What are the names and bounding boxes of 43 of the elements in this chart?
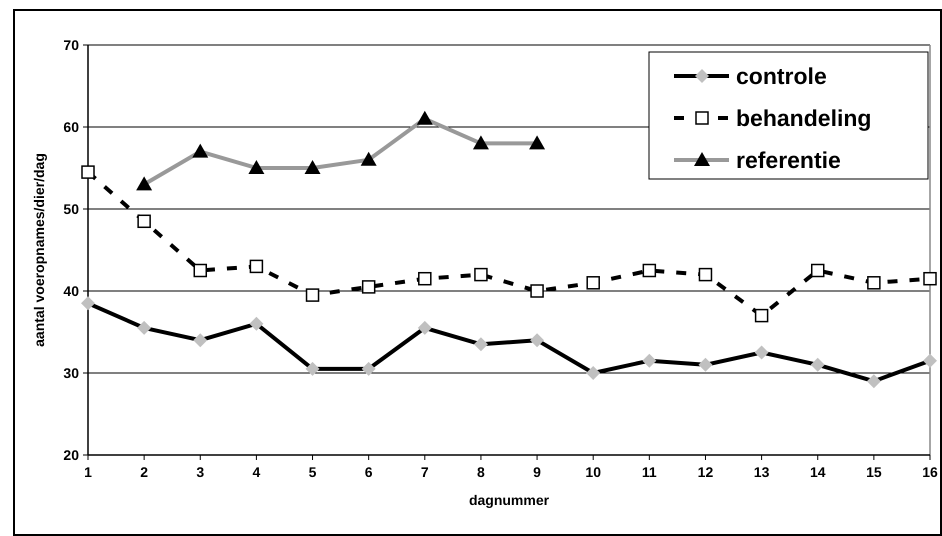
x-tick-label: 4 (252, 464, 260, 480)
x-tick-label: 13 (754, 464, 770, 480)
x-tick-label: 10 (585, 464, 602, 480)
point (642, 264, 656, 278)
y-tick-label: 30 (63, 364, 80, 381)
y-axis-title: aantal voeropnames/dier/dag (31, 153, 47, 347)
x-tick-label: 14 (810, 464, 826, 480)
legend-label: referentie (736, 147, 841, 174)
point (250, 260, 264, 274)
point (530, 284, 544, 298)
x-tick-label: 12 (698, 464, 714, 480)
x-axis-title: dagnummer (468, 492, 550, 508)
x-tick-label: 6 (364, 464, 373, 480)
x-tick-label: 11 (642, 464, 657, 480)
x-tick-label: 9 (533, 464, 542, 480)
point (698, 268, 712, 282)
y-tick-label: 40 (63, 282, 80, 299)
x-tick-label: 16 (922, 464, 938, 480)
x-tick-label: 2 (140, 464, 148, 480)
point (810, 264, 824, 278)
point (754, 308, 768, 322)
point (362, 280, 376, 294)
x-tick-label: 5 (308, 464, 317, 480)
point (923, 272, 937, 286)
point (867, 276, 881, 290)
y-tick-label: 50 (63, 200, 80, 217)
point (586, 276, 600, 290)
point (81, 165, 95, 179)
y-tick-label: 20 (63, 446, 80, 463)
legend-label: behandeling (736, 105, 872, 132)
x-tick-label: 7 (420, 464, 429, 480)
x-tick-label: 8 (477, 464, 486, 480)
point (137, 214, 151, 228)
y-tick-label: 60 (63, 118, 80, 135)
legend-label: controle (736, 63, 827, 90)
y-tick-label: 70 (63, 36, 80, 53)
point (474, 268, 488, 282)
x-tick-label: 1 (84, 464, 92, 480)
x-tick-label: 15 (866, 464, 882, 480)
x-tick-label: 3 (196, 464, 204, 480)
point (418, 272, 432, 286)
point (306, 288, 320, 302)
point (194, 264, 208, 278)
